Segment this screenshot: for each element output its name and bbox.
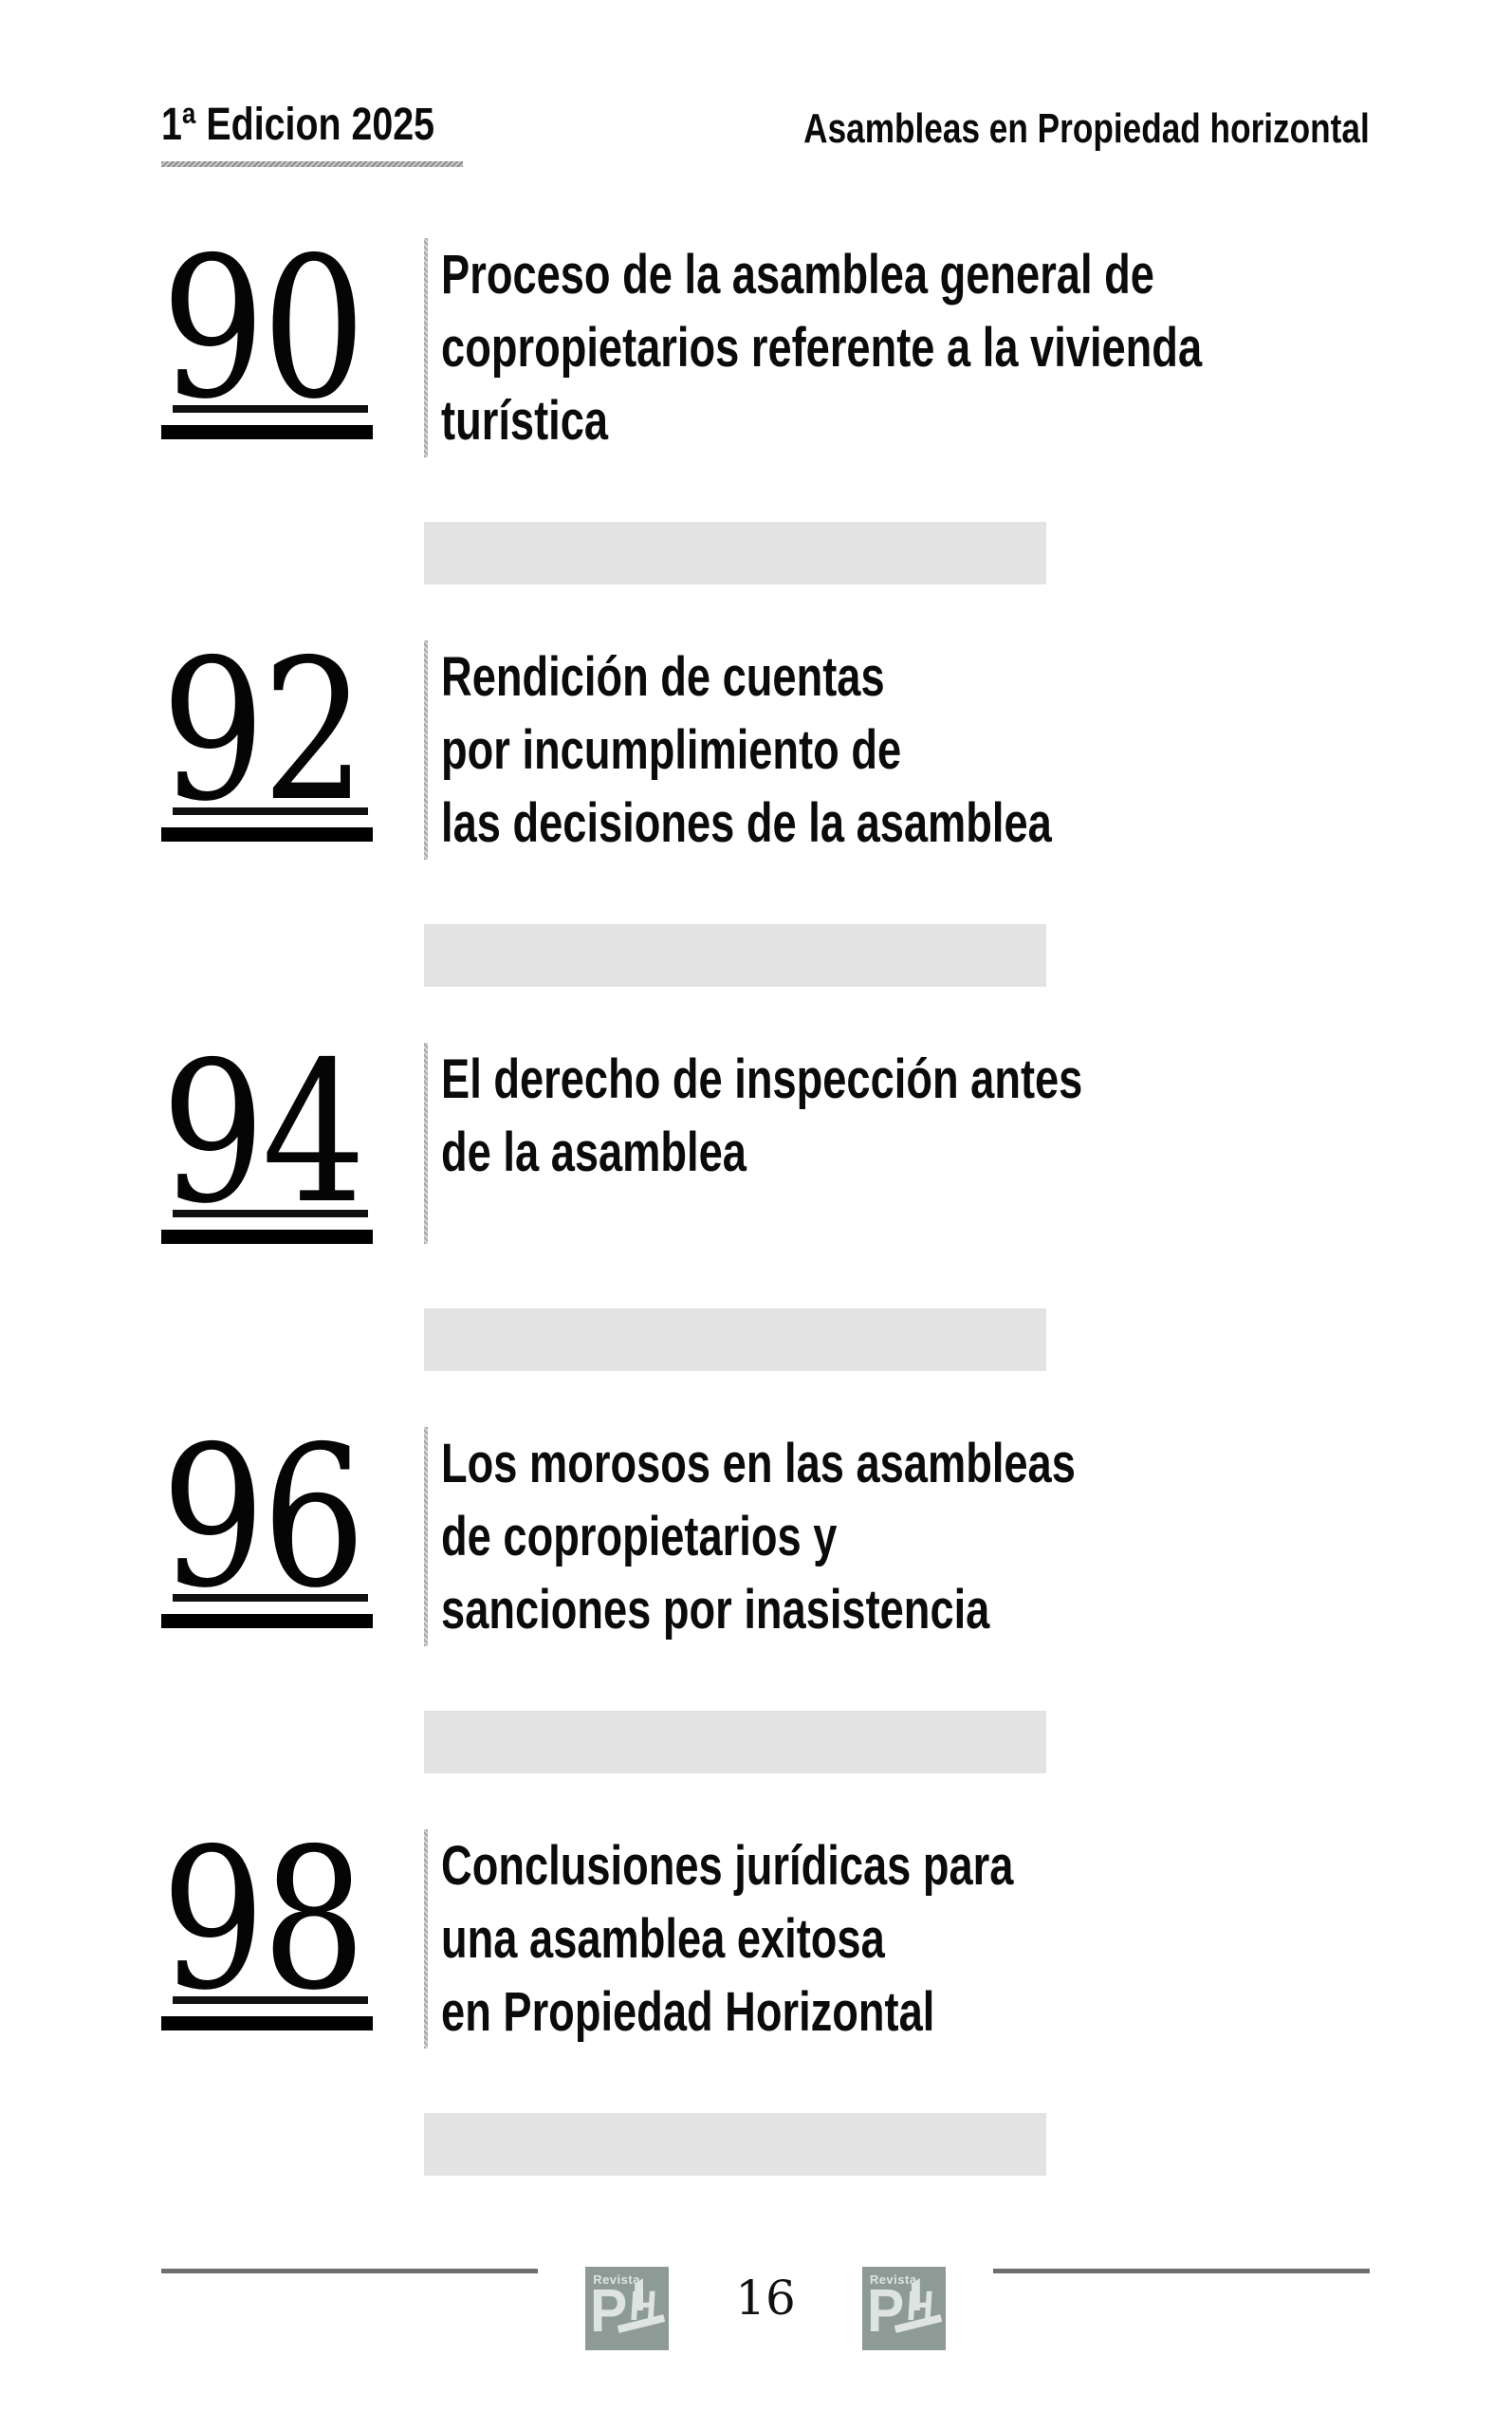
edition-block: 1ª Edicion 2025 — [161, 101, 494, 167]
title-line: Los morosos en las asambleas — [441, 1433, 1076, 1494]
toc-entry-96[interactable]: 96 Los morosos en las asambleas de coprop… — [161, 1421, 1370, 1646]
number-underline-thin — [173, 1996, 368, 2004]
toc-entry-98[interactable]: 98 Conclusiones jurídicas para una asambl… — [161, 1824, 1370, 2049]
title-line: las decisiones de la asamblea — [441, 792, 1052, 854]
number-underline-thin — [173, 1210, 368, 1217]
toc-entry-92[interactable]: 92 Rendición de cuentas por incumplimient… — [161, 635, 1370, 860]
entry-page-number: 94 — [161, 1021, 366, 1247]
footer-rule-left — [161, 2269, 539, 2273]
section-separator-bar — [424, 1308, 1046, 1371]
number-underline-thick — [161, 827, 373, 842]
entry-title: Proceso de la asamblea general de copropi… — [428, 238, 1202, 457]
section-separator-bar — [424, 924, 1046, 987]
title-line: Conclusiones jurídicas para — [441, 1835, 1014, 1897]
footer-rule-right — [992, 2269, 1370, 2273]
toc-list: 90 Proceso de la asamblea general de copr… — [161, 232, 1370, 2176]
edition-label: 1ª Edicion 2025 — [161, 100, 435, 150]
ph-stem-icon — [635, 2278, 644, 2310]
entry-number-block: 98 — [161, 1824, 424, 2049]
section-separator-bar — [424, 1711, 1046, 1773]
title-line: turística — [441, 390, 609, 452]
title-line: de copropietarios y — [441, 1506, 838, 1567]
title-line: en Propiedad Horizontal — [441, 1981, 935, 2043]
number-underline-thin — [173, 405, 368, 413]
number-underline-thick — [161, 1230, 373, 1244]
page-footer: Revista P H 16 Revista P H — [161, 2267, 1370, 2350]
toc-entry-90[interactable]: 90 Proceso de la asamblea general de copr… — [161, 232, 1370, 457]
entry-title: Conclusiones jurídicas para una asamblea … — [428, 1829, 1013, 2049]
edition-underline — [161, 161, 463, 167]
entry-number-block: 90 — [161, 232, 424, 457]
entry-divider-line — [424, 1829, 428, 2049]
entry-divider-line — [424, 1427, 428, 1646]
page-header: 1ª Edicion 2025 Asambleas en Propiedad h… — [161, 101, 1370, 167]
title-line: copropietarios referente a la vivienda — [441, 317, 1203, 379]
revista-label: Revista — [869, 2272, 917, 2287]
entry-divider-line — [424, 1043, 428, 1244]
toc-entry-94[interactable]: 94 El derecho de inspección antes de la a… — [161, 1037, 1370, 1244]
section-separator-bar — [424, 522, 1046, 584]
number-underline-thick — [161, 1614, 373, 1628]
revista-ph-logo: Revista P H — [861, 2267, 946, 2350]
number-underline-thick — [161, 425, 373, 439]
entry-number-block: 96 — [161, 1421, 424, 1646]
title-line: una asamblea exitosa — [441, 1908, 885, 1970]
title-line: por incumplimiento de — [441, 719, 902, 781]
number-underline-thick — [161, 2016, 373, 2030]
entry-divider-line — [424, 640, 428, 860]
revista-ph-logo: Revista P H — [585, 2267, 670, 2350]
entry-divider-line — [424, 238, 428, 457]
title-line: sanciones por inasistencia — [441, 1579, 990, 1641]
entry-title: El derecho de inspección antes de la asam… — [428, 1043, 1082, 1244]
entry-title: Los morosos en las asambleas de copropiet… — [428, 1427, 1076, 1646]
page-number: 16 — [735, 2271, 796, 2326]
entry-page-number: 90 — [161, 216, 366, 442]
number-underline-thin — [173, 1594, 368, 1602]
title-line: de la asamblea — [441, 1122, 747, 1183]
entry-page-number: 98 — [161, 1808, 366, 2033]
entry-page-number: 92 — [161, 619, 366, 844]
section-separator-bar — [424, 2113, 1046, 2176]
title-line: Rendición de cuentas — [441, 646, 885, 708]
entry-number-block: 94 — [161, 1037, 424, 1244]
entry-title: Rendición de cuentas por incumplimiento d… — [428, 640, 1052, 860]
title-line: El derecho de inspección antes — [441, 1048, 1083, 1110]
title-line: Proceso de la asamblea general de — [441, 244, 1154, 306]
journal-title: Asambleas en Propiedad horizontal — [803, 105, 1370, 152]
entry-number-block: 92 — [161, 635, 424, 860]
ph-stem-icon — [911, 2278, 920, 2310]
entry-page-number: 96 — [161, 1405, 366, 1631]
number-underline-thin — [173, 807, 368, 815]
revista-label: Revista — [593, 2272, 640, 2287]
